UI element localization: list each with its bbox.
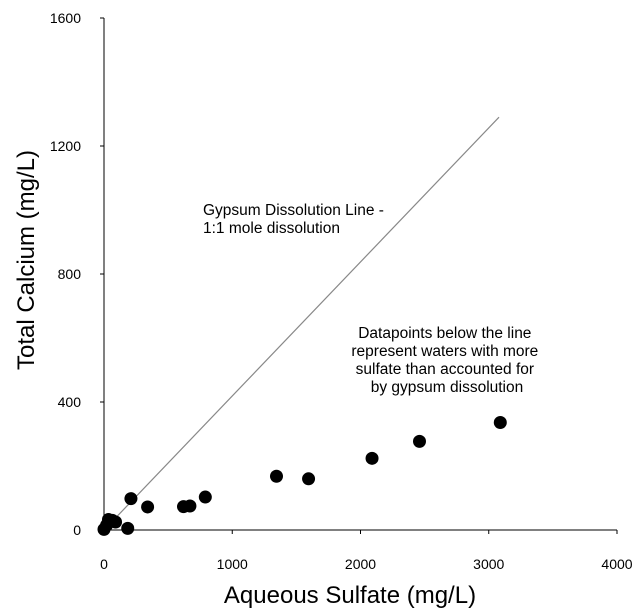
x-tick-label: 3000 — [473, 556, 504, 572]
below-line-annotation-line-1: Datapoints below the line — [358, 325, 531, 342]
x-tick-label: 0 — [100, 556, 108, 572]
data-point — [302, 472, 316, 486]
axes — [100, 17, 618, 534]
y-axis-title: Total Calcium (mg/L) — [13, 150, 40, 370]
data-point — [269, 469, 283, 483]
data-point — [412, 434, 426, 448]
data-point — [124, 492, 138, 506]
x-axis-title: Aqueous Sulfate (mg/L) — [224, 582, 476, 609]
y-tick-label: 0 — [73, 522, 81, 538]
data-point — [121, 521, 135, 535]
reference-line-group — [103, 116, 500, 531]
y-tick-label: 1200 — [50, 138, 81, 154]
tick-labels: 0 400 800 1200 1600 0 1000 2000 3000 4000 — [50, 10, 633, 572]
x-tick-label: 1000 — [217, 556, 248, 572]
data-point — [141, 500, 155, 514]
gypsum-annotation: Gypsum Dissolution Line - 1:1 mole disso… — [203, 202, 388, 237]
below-line-annotation-line-2: represent waters with more — [351, 343, 538, 360]
below-line-annotation-line-3: sulfate than accounted for — [356, 361, 534, 378]
y-tick-label: 800 — [58, 266, 82, 282]
data-point — [365, 451, 379, 465]
x-tick-label: 2000 — [345, 556, 376, 572]
data-point — [493, 415, 507, 429]
y-tick-label: 400 — [58, 394, 82, 410]
below-line-annotation-line-4: by gypsum dissolution — [371, 379, 524, 396]
gypsum-annotation-line-2: 1:1 mole dissolution — [203, 220, 340, 237]
x-tick-label: 4000 — [601, 556, 632, 572]
data-points — [97, 415, 507, 536]
data-point — [198, 490, 212, 504]
y-tick-label: 1600 — [50, 10, 81, 26]
data-point — [183, 499, 197, 513]
data-point — [109, 515, 123, 529]
gypsum-dissolution-line — [103, 116, 500, 531]
gypsum-annotation-line-1: Gypsum Dissolution Line - — [203, 202, 384, 219]
below-line-annotation: Datapoints below the line represent wate… — [351, 325, 542, 396]
